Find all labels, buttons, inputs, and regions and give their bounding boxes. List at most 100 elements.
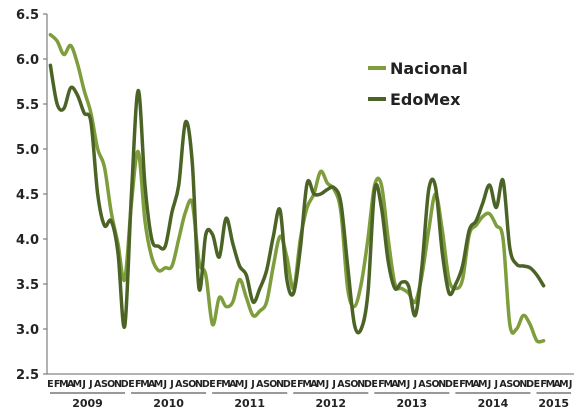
y-tick-label: 4.5 (16, 188, 39, 203)
x-month-label: S (425, 379, 432, 390)
x-month-label: F (216, 379, 223, 390)
x-month-label: N (114, 379, 122, 390)
x-month-label: A (337, 379, 345, 390)
x-month-label: E (47, 379, 54, 390)
x-month-label: J (406, 379, 411, 390)
x-month-label: E (453, 379, 460, 390)
x-month-label: M (383, 379, 392, 390)
y-tick-label: 3.5 (16, 278, 39, 293)
legend-label-edomex: EdoMex (390, 90, 461, 109)
x-month-label: M (302, 379, 311, 390)
x-month-label: A (472, 379, 480, 390)
x-month-label: N (519, 379, 527, 390)
y-tick-label: 6.5 (16, 8, 39, 23)
x-month-label: A (391, 379, 399, 390)
x-month-label: J (250, 379, 255, 390)
x-month-label: S (182, 379, 189, 390)
x-month-label: J (169, 379, 174, 390)
x-year-label: 2012 (315, 397, 346, 410)
x-month-label: A (94, 379, 102, 390)
x-month-label: E (209, 379, 216, 390)
x-month-label: M (559, 379, 568, 390)
x-month-label: J (412, 379, 417, 390)
x-month-label: M (235, 379, 244, 390)
x-month-label: E (371, 379, 378, 390)
x-month-label: F (459, 379, 466, 390)
x-month-label: M (465, 379, 474, 390)
x-month-label: O (431, 379, 439, 390)
x-year-label: 2009 (72, 397, 103, 410)
x-month-label: J (244, 379, 249, 390)
x-month-label: M (221, 379, 230, 390)
x-month-label: A (418, 379, 426, 390)
x-month-label: F (54, 379, 61, 390)
x-month-label: O (513, 379, 521, 390)
x-month-label: A (148, 379, 156, 390)
x-month-label: O (107, 379, 115, 390)
x-month-label: E (128, 379, 135, 390)
series-line-edomex (48, 63, 546, 335)
x-month-label: S (101, 379, 108, 390)
x-month-label: M (397, 379, 406, 390)
x-year-label: 2010 (153, 397, 184, 410)
x-month-label: N (357, 379, 365, 390)
x-month-label: D (121, 379, 129, 390)
x-month-label: F (378, 379, 385, 390)
x-month-label: A (229, 379, 237, 390)
x-month-label: D (283, 379, 291, 390)
x-year-label: 2013 (397, 397, 428, 410)
x-month-label: J (162, 379, 167, 390)
x-month-label: O (188, 379, 196, 390)
x-month-label: F (135, 379, 142, 390)
x-month-label: O (350, 379, 358, 390)
x-month-label: O (269, 379, 277, 390)
x-month-label: F (540, 379, 547, 390)
x-month-label: J (494, 379, 499, 390)
x-month-label: A (310, 379, 318, 390)
x-month-label: D (526, 379, 534, 390)
y-tick-label: 2.5 (16, 368, 39, 383)
x-month-label: M (154, 379, 163, 390)
y-tick-label: 6.0 (16, 53, 39, 68)
x-month-label: S (506, 379, 513, 390)
x-month-label: A (175, 379, 183, 390)
x-month-label: S (263, 379, 270, 390)
legend-label-nacional: Nacional (390, 59, 468, 78)
x-month-label: N (438, 379, 446, 390)
series-line-nacional (48, 32, 546, 344)
x-year-label: 2015 (538, 397, 569, 410)
x-month-label: J (88, 379, 93, 390)
x-month-label: J (487, 379, 492, 390)
y-tick-label: 5.0 (16, 143, 39, 158)
series-lines (48, 32, 546, 344)
y-tick-label: 4.0 (16, 233, 39, 248)
x-month-label: M (546, 379, 555, 390)
x-month-label: M (140, 379, 149, 390)
x-month-label: J (568, 379, 573, 390)
y-tick-label: 3.0 (16, 323, 39, 338)
x-month-label: D (445, 379, 453, 390)
x-year-label: 2011 (234, 397, 265, 410)
x-month-label: E (534, 379, 541, 390)
x-month-label: M (478, 379, 487, 390)
x-month-label: M (73, 379, 82, 390)
y-tick-label: 5.5 (16, 98, 39, 113)
x-month-label: A (499, 379, 507, 390)
x-month-label: E (290, 379, 297, 390)
legend: Nacional EdoMex (368, 59, 468, 109)
x-year-label: 2014 (478, 397, 509, 410)
x-month-label: A (553, 379, 561, 390)
x-month-label: A (256, 379, 264, 390)
y-axis: 2.5 3.0 3.5 4.0 4.5 5.0 5.5 6.0 6.5 (16, 8, 48, 383)
x-month-label: D (364, 379, 372, 390)
x-month-label: M (59, 379, 68, 390)
x-month-label: D (202, 379, 210, 390)
x-month-label: J (81, 379, 86, 390)
x-month-label: A (67, 379, 75, 390)
x-month-label: J (331, 379, 336, 390)
x-month-label: N (276, 379, 284, 390)
x-month-label: M (316, 379, 325, 390)
x-month-label: S (344, 379, 351, 390)
